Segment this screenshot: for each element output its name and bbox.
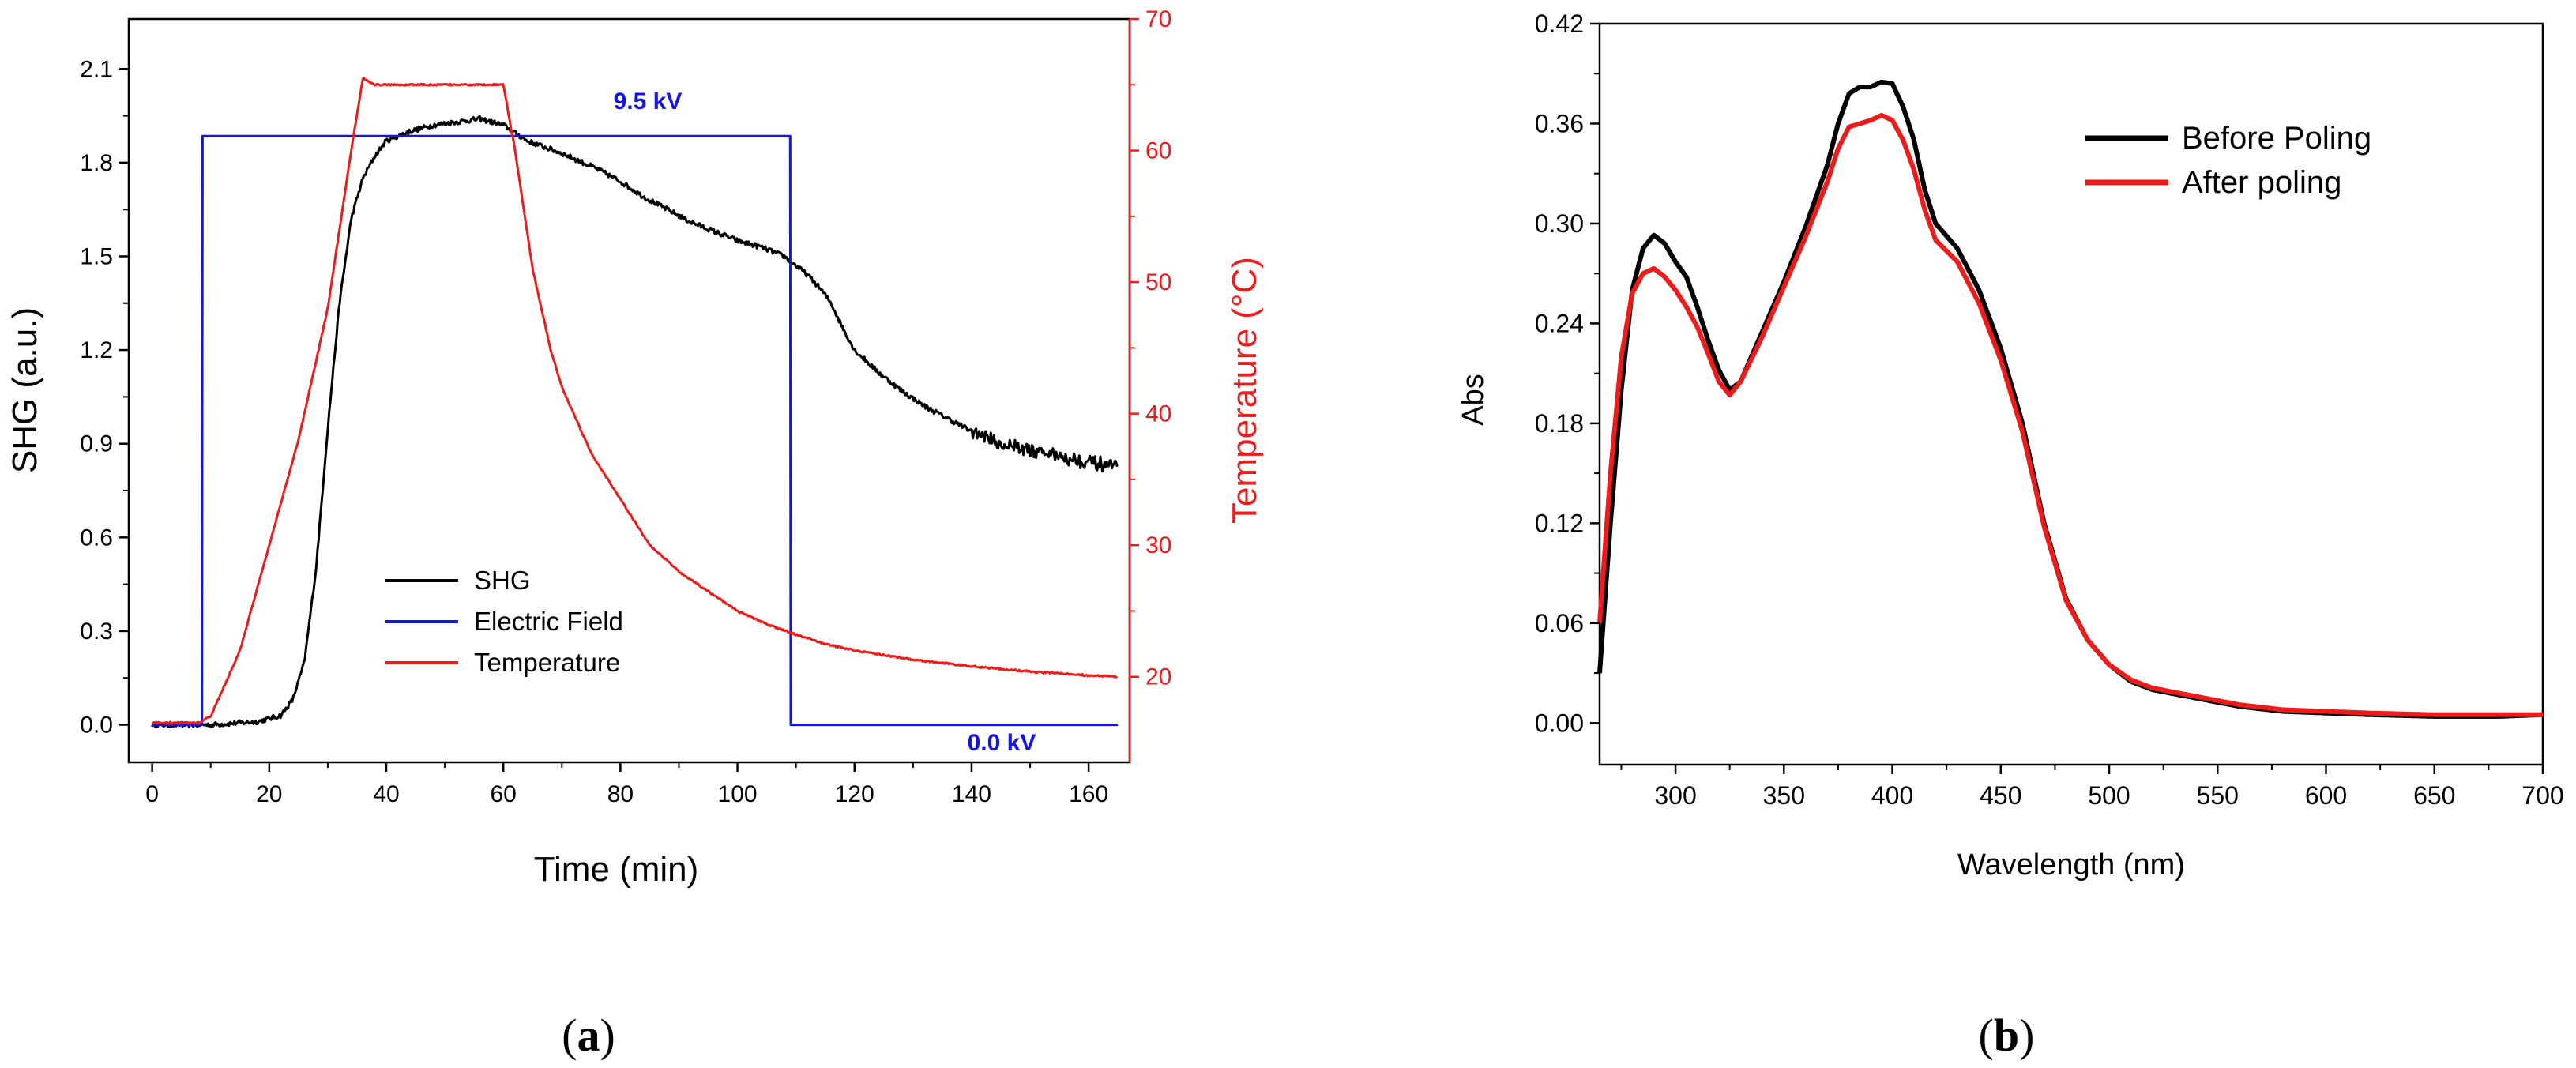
panel-a-legend: SHG Electric Field Temperature xyxy=(385,566,623,677)
series-line-shg xyxy=(151,115,1119,729)
panel-b-x-axis-title: Wavelength (nm) xyxy=(1957,848,2185,882)
x-tick-label: 550 xyxy=(2197,781,2239,810)
panel-a-ticks-group: 0 20 40 60 80 100 120 140 160 0.0 0.3 0.6 0.9 1.2 1.5 1… xyxy=(80,6,1171,807)
x-tick-label: 500 xyxy=(2088,781,2130,810)
y2-tick-label: 70 xyxy=(1145,6,1171,32)
annotation-high-voltage: 9.5 kV xyxy=(614,88,683,115)
panel-b-caption-letter: b xyxy=(1994,1010,2019,1061)
x-tick-label: 0 xyxy=(145,781,159,807)
y2-tick-label: 40 xyxy=(1145,401,1171,427)
y-tick-label: 0.9 xyxy=(80,431,113,457)
legend-label: SHG xyxy=(474,566,531,595)
x-tick-label: 40 xyxy=(373,781,399,807)
y-tick-label: 0.12 xyxy=(1535,509,1584,537)
y-tick-label: 1.8 xyxy=(80,150,113,176)
legend-label: Before Poling xyxy=(2182,121,2371,156)
legend-label: After poling xyxy=(2182,165,2341,200)
series-line-electric-field xyxy=(152,134,1119,727)
y-tick-label: 0.06 xyxy=(1535,609,1584,637)
x-tick-label: 650 xyxy=(2413,781,2455,810)
y2-tick-label: 60 xyxy=(1145,138,1171,164)
y-tick-label: 0.18 xyxy=(1535,409,1584,438)
panel-a-series-group xyxy=(151,77,1119,729)
panel-b-legend: Before Poling After poling xyxy=(2085,121,2371,200)
panel-b-plot-frame xyxy=(1598,22,2544,766)
x-tick-label: 100 xyxy=(718,781,758,807)
panel-a-y2-axis-title: Temperature (°C) xyxy=(1225,257,1264,524)
panel-b-caption-open: ( xyxy=(1979,1010,1994,1061)
panel-b-caption-close: ) xyxy=(2019,1010,2034,1061)
y-tick-label: 0.6 xyxy=(80,525,113,551)
y-tick-label: 0.42 xyxy=(1535,9,1584,38)
legend-label: Electric Field xyxy=(474,607,623,636)
panel-a-caption-open: ( xyxy=(562,1010,577,1061)
x-tick-label: 20 xyxy=(256,781,282,807)
y-tick-label: 0.36 xyxy=(1535,109,1584,137)
panel-a-chart: 0 20 40 60 80 100 120 140 160 0.0 0.3 0.6 0.9 1.2 1.5 1… xyxy=(6,6,1264,889)
x-tick-label: 120 xyxy=(835,781,874,807)
panel-a-x-axis-title: Time (min) xyxy=(534,850,699,889)
panel-b-series-group xyxy=(1597,79,2544,719)
series-line-after-poling xyxy=(1597,112,2544,717)
y-tick-label: 0.0 xyxy=(80,713,113,739)
panel-b-ticks-group: 300 350 400 450 500 550 600 650 700 0.00 0.06 0.12 0… xyxy=(1535,9,2564,810)
y-tick-label: 0.00 xyxy=(1535,709,1584,737)
panel-b-caption: (b) xyxy=(1979,1010,2035,1061)
panel-a-caption: (a) xyxy=(562,1010,615,1061)
y-tick-label: 1.2 xyxy=(80,337,113,363)
x-tick-label: 160 xyxy=(1069,781,1108,807)
legend-label: Temperature xyxy=(474,648,620,677)
annotation-zero-voltage: 0.0 kV xyxy=(968,730,1036,756)
panel-a-caption-close: ) xyxy=(600,1010,615,1061)
x-tick-label: 400 xyxy=(1871,781,1913,810)
panel-b-y-axis-title: Abs xyxy=(1457,374,1490,425)
y-tick-label: 0.24 xyxy=(1535,309,1584,337)
y-tick-label: 2.1 xyxy=(80,56,113,82)
y-tick-label: 0.30 xyxy=(1535,209,1584,238)
y2-tick-label: 50 xyxy=(1145,269,1171,295)
y-tick-label: 1.5 xyxy=(80,243,113,269)
panel-a-y-axis-title: SHG (a.u.) xyxy=(6,307,44,473)
series-line-temperature xyxy=(152,77,1119,725)
panel-a-caption-letter: a xyxy=(577,1010,600,1061)
y2-tick-label: 20 xyxy=(1145,664,1171,690)
y2-tick-label: 30 xyxy=(1145,532,1171,558)
x-tick-label: 450 xyxy=(1980,781,2021,810)
x-tick-label: 300 xyxy=(1654,781,1696,810)
y-tick-label: 0.3 xyxy=(80,619,113,645)
x-tick-label: 60 xyxy=(491,781,517,807)
x-tick-label: 600 xyxy=(2305,781,2347,810)
panel-b-chart: 300 350 400 450 500 550 600 650 700 0.00 0.06 0.12 0… xyxy=(1457,9,2564,882)
x-tick-label: 80 xyxy=(607,781,634,807)
x-tick-label: 140 xyxy=(952,781,991,807)
x-tick-label: 700 xyxy=(2521,781,2563,810)
x-tick-label: 350 xyxy=(1763,781,1805,810)
